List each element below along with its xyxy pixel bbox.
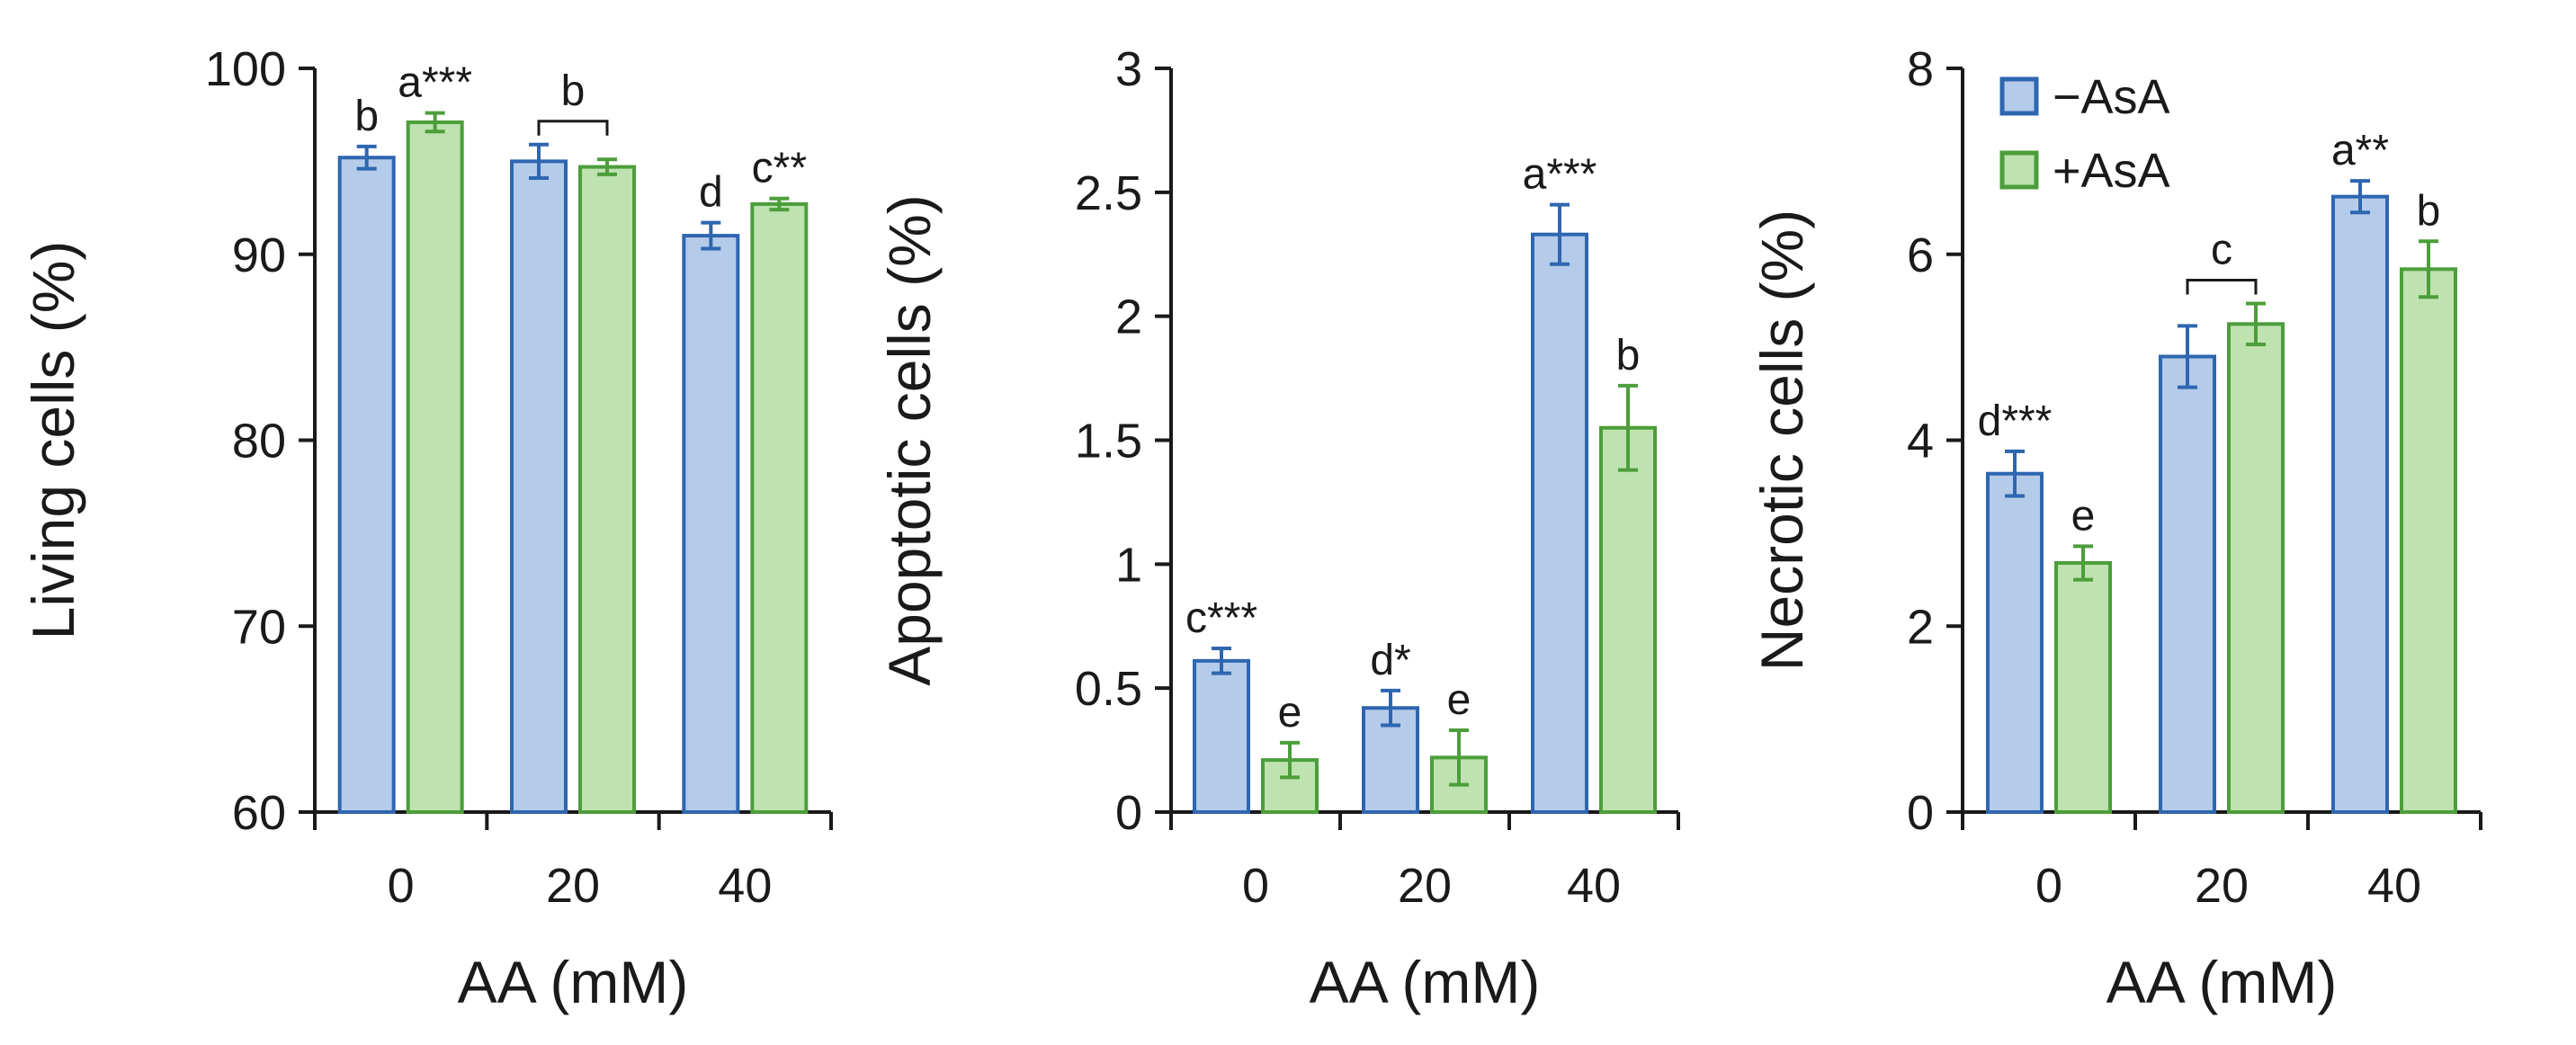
- bar: [2227, 322, 2285, 814]
- y-tick-label: 1: [1115, 538, 1142, 592]
- y-tick-label: 1.5: [1075, 415, 1142, 469]
- bar: [1531, 232, 1588, 814]
- bar: [750, 201, 809, 815]
- x-tick-label: 40: [718, 859, 772, 913]
- bar: [2159, 354, 2216, 814]
- group-bracket: [537, 120, 609, 136]
- legend-swatch-minus-asa: [1999, 76, 2039, 116]
- x-axis-label: AA (mM): [1310, 949, 1541, 1015]
- y-axis-label: Living cells (%): [20, 241, 86, 640]
- y-tick-label: 0: [1115, 786, 1142, 840]
- y-axis-label: Necrotic cells (%): [1749, 210, 1815, 671]
- bar: [2400, 267, 2457, 815]
- bar: [2331, 194, 2389, 815]
- legend-swatch-plus-asa: [1999, 150, 2039, 190]
- significance-label: a**: [2331, 127, 2389, 174]
- y-tick-label: 80: [232, 415, 286, 469]
- significance-label: b: [354, 93, 379, 140]
- bar: [337, 156, 396, 815]
- y-tick-label: 8: [1907, 42, 1934, 96]
- y-tick-label: 2: [1115, 290, 1142, 344]
- y-tick-label: 60: [232, 786, 286, 840]
- x-axis-label: AA (mM): [2106, 949, 2338, 1015]
- apoptotic-cells-panel: 0 0.5 1 1.5 2 2.5 3 0 20 40 AA (mM) Apoptotic cells…: [876, 42, 1680, 1015]
- y-tick-label: 3: [1115, 42, 1142, 96]
- y-tick-label: 100: [205, 42, 286, 96]
- y-tick-label: 90: [232, 228, 286, 282]
- significance-label: d*: [1370, 637, 1410, 684]
- group-bracket: [2186, 279, 2258, 295]
- x-tick-label: 0: [388, 859, 415, 913]
- legend: −AsA +AsA: [1999, 70, 2170, 198]
- bar: [578, 165, 636, 814]
- significance-label: a***: [1523, 151, 1597, 199]
- bar: [510, 159, 568, 814]
- bar: [1599, 425, 1657, 814]
- y-tick-label: 6: [1907, 228, 1934, 282]
- significance-label: c**: [752, 145, 807, 192]
- significance-label: e: [2071, 492, 2096, 540]
- x-tick-label: 20: [2195, 859, 2249, 913]
- necrotic-cells-panel: 0 2 4 6 8 0 20 40 AA (mM) Necrotic cells (%) d*** a…: [1749, 42, 2482, 1015]
- legend-label-plus-asa: +AsA: [2053, 144, 2170, 198]
- y-tick-label: 4: [1907, 415, 1934, 469]
- living-cells-panel: 60 70 80 90 100 0 20 40 AA (mM) Living cells (%) b…: [20, 42, 833, 1015]
- x-tick-label: 20: [1398, 859, 1452, 913]
- group-significance-label: c: [2211, 227, 2232, 274]
- significance-label: d***: [1978, 397, 2053, 445]
- bar: [406, 120, 464, 814]
- x-tick-label: 20: [546, 859, 600, 913]
- x-tick-label: 40: [1567, 859, 1621, 913]
- y-axis-label: Apoptotic cells (%): [876, 194, 943, 686]
- significance-label: c***: [1185, 594, 1257, 642]
- y-tick-label: 2.5: [1075, 166, 1142, 220]
- bar: [1986, 471, 2044, 815]
- significance-label: e: [1278, 689, 1302, 737]
- x-axis-label: AA (mM): [458, 949, 689, 1015]
- group-significance-label: b: [561, 67, 586, 115]
- significance-label: e: [1447, 676, 1471, 724]
- bar: [682, 234, 740, 814]
- legend-label-minus-asa: −AsA: [2053, 70, 2170, 124]
- x-tick-label: 0: [2035, 859, 2062, 913]
- x-tick-label: 0: [1242, 859, 1269, 913]
- significance-label: d: [699, 169, 723, 217]
- y-tick-label: 0.5: [1075, 662, 1142, 716]
- y-tick-label: 0: [1907, 786, 1934, 840]
- significance-label: a***: [398, 59, 472, 107]
- significance-label: b: [1616, 332, 1641, 380]
- y-tick-label: 2: [1907, 600, 1934, 654]
- x-tick-label: 40: [2367, 859, 2421, 913]
- bar: [1193, 658, 1250, 814]
- significance-label: b: [2417, 187, 2441, 235]
- bar: [2054, 560, 2112, 815]
- y-tick-label: 70: [232, 600, 286, 654]
